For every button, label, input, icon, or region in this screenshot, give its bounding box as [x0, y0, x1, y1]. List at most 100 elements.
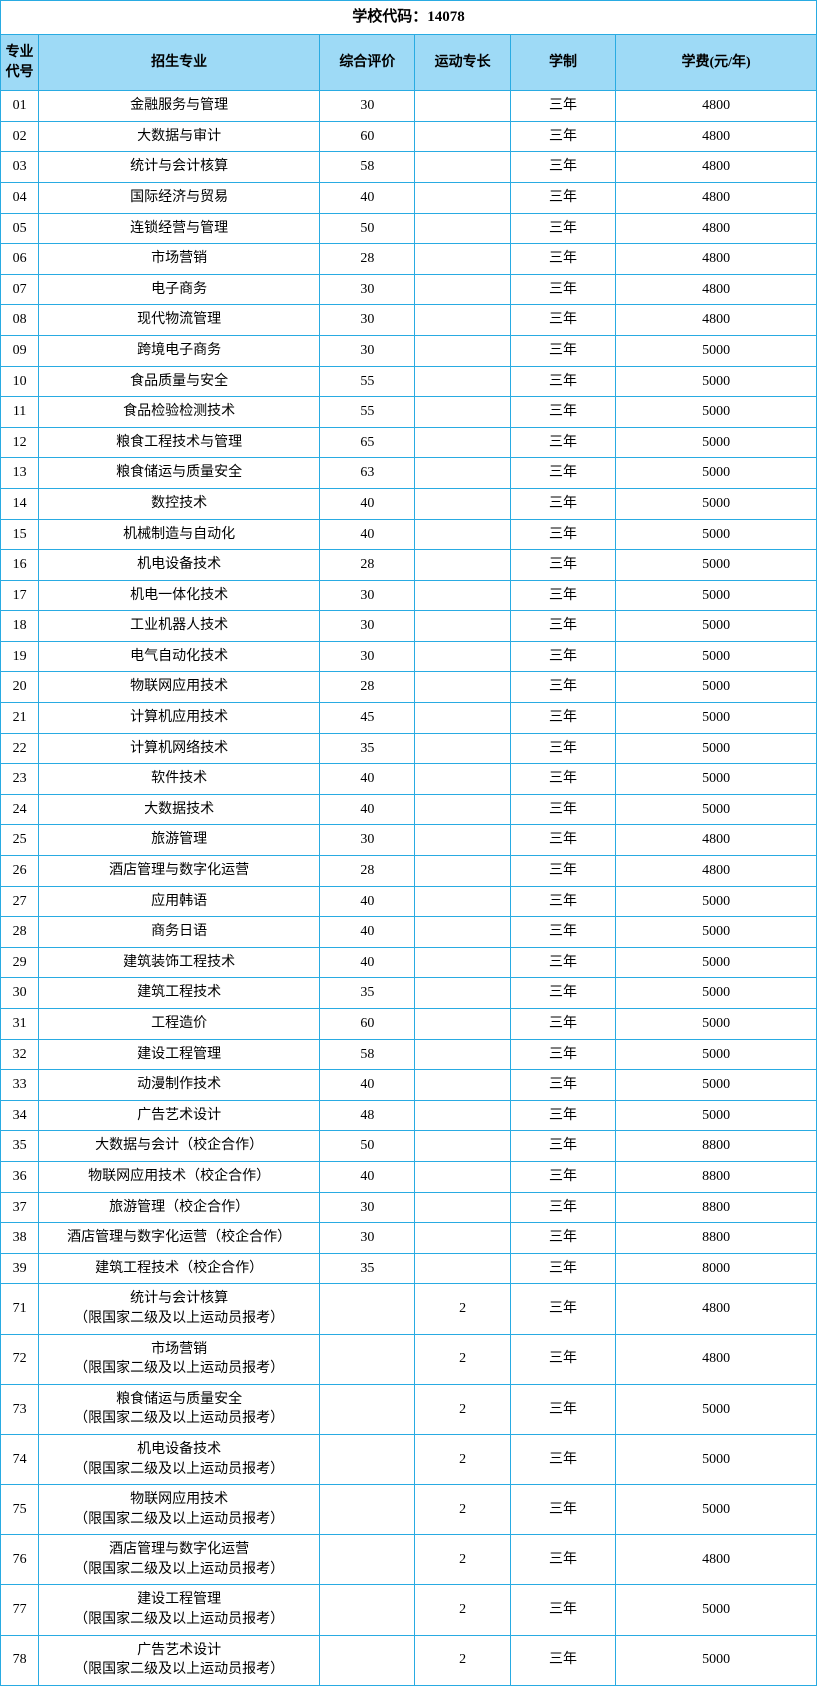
cell-eval: 35	[320, 733, 415, 764]
cell-sport	[415, 182, 510, 213]
cell-code: 22	[1, 733, 39, 764]
cell-major: 应用韩语	[39, 886, 320, 917]
cell-code: 75	[1, 1485, 39, 1535]
cell-code: 33	[1, 1070, 39, 1101]
cell-major: 食品质量与安全	[39, 366, 320, 397]
table-row: 14数控技术40三年5000	[1, 488, 817, 519]
cell-code: 08	[1, 305, 39, 336]
cell-major: 机电一体化技术	[39, 580, 320, 611]
cell-sport: 2	[415, 1535, 510, 1585]
cell-major: 广告艺术设计 （限国家二级及以上运动员报考）	[39, 1635, 320, 1685]
cell-duration: 三年	[510, 488, 615, 519]
cell-major: 酒店管理与数字化运营 （限国家二级及以上运动员报考）	[39, 1535, 320, 1585]
cell-eval: 40	[320, 1070, 415, 1101]
cell-fee: 5000	[616, 1039, 817, 1070]
cell-fee: 4800	[616, 856, 817, 887]
cell-sport	[415, 305, 510, 336]
cell-sport	[415, 91, 510, 122]
cell-sport	[415, 427, 510, 458]
table-row: 35大数据与会计（校企合作）50三年8800	[1, 1131, 817, 1162]
cell-major: 建筑工程技术（校企合作）	[39, 1253, 320, 1284]
cell-sport	[415, 244, 510, 275]
cell-eval: 58	[320, 1039, 415, 1070]
cell-major: 统计与会计核算	[39, 152, 320, 183]
cell-fee: 5000	[616, 733, 817, 764]
cell-eval: 28	[320, 672, 415, 703]
table-row: 01金融服务与管理30三年4800	[1, 91, 817, 122]
header-major: 招生专业	[39, 35, 320, 91]
cell-fee: 5000	[616, 1100, 817, 1131]
table-row: 10食品质量与安全55三年5000	[1, 366, 817, 397]
cell-sport	[415, 764, 510, 795]
table-row: 06市场营销28三年4800	[1, 244, 817, 275]
cell-duration: 三年	[510, 917, 615, 948]
cell-duration: 三年	[510, 244, 615, 275]
cell-eval: 60	[320, 121, 415, 152]
cell-duration: 三年	[510, 1384, 615, 1434]
cell-major: 粮食储运与质量安全 （限国家二级及以上运动员报考）	[39, 1384, 320, 1434]
table-row: 03统计与会计核算58三年4800	[1, 152, 817, 183]
cell-sport	[415, 886, 510, 917]
cell-code: 14	[1, 488, 39, 519]
cell-eval: 30	[320, 305, 415, 336]
cell-code: 15	[1, 519, 39, 550]
cell-code: 06	[1, 244, 39, 275]
cell-code: 09	[1, 335, 39, 366]
table-row: 29建筑装饰工程技术40三年5000	[1, 947, 817, 978]
table-row: 27应用韩语40三年5000	[1, 886, 817, 917]
cell-major: 酒店管理与数字化运营（校企合作）	[39, 1223, 320, 1254]
cell-fee: 5000	[616, 335, 817, 366]
table-row: 28商务日语40三年5000	[1, 917, 817, 948]
cell-duration: 三年	[510, 335, 615, 366]
cell-duration: 三年	[510, 1585, 615, 1635]
cell-sport	[415, 519, 510, 550]
cell-fee: 8800	[616, 1223, 817, 1254]
cell-fee: 4800	[616, 274, 817, 305]
table-row: 26酒店管理与数字化运营28三年4800	[1, 856, 817, 887]
cell-sport: 2	[415, 1284, 510, 1334]
cell-major: 连锁经营与管理	[39, 213, 320, 244]
cell-sport	[415, 1070, 510, 1101]
cell-fee: 5000	[616, 1485, 817, 1535]
table-row: 78广告艺术设计 （限国家二级及以上运动员报考）2三年5000	[1, 1635, 817, 1685]
cell-duration: 三年	[510, 611, 615, 642]
cell-eval: 30	[320, 580, 415, 611]
cell-code: 20	[1, 672, 39, 703]
table-row: 04国际经济与贸易40三年4800	[1, 182, 817, 213]
cell-code: 04	[1, 182, 39, 213]
cell-major: 电子商务	[39, 274, 320, 305]
cell-code: 71	[1, 1284, 39, 1334]
cell-code: 39	[1, 1253, 39, 1284]
cell-code: 78	[1, 1635, 39, 1685]
cell-code: 29	[1, 947, 39, 978]
cell-code: 74	[1, 1434, 39, 1484]
cell-eval: 30	[320, 1192, 415, 1223]
table-row: 13粮食储运与质量安全63三年5000	[1, 458, 817, 489]
cell-duration: 三年	[510, 519, 615, 550]
cell-major: 旅游管理	[39, 825, 320, 856]
cell-fee: 4800	[616, 1284, 817, 1334]
cell-major: 工业机器人技术	[39, 611, 320, 642]
cell-duration: 三年	[510, 794, 615, 825]
cell-sport	[415, 488, 510, 519]
cell-sport: 2	[415, 1635, 510, 1685]
table-row: 08现代物流管理30三年4800	[1, 305, 817, 336]
cell-eval: 40	[320, 947, 415, 978]
cell-code: 10	[1, 366, 39, 397]
table-row: 32建设工程管理58三年5000	[1, 1039, 817, 1070]
cell-duration: 三年	[510, 580, 615, 611]
cell-duration: 三年	[510, 274, 615, 305]
cell-sport: 2	[415, 1485, 510, 1535]
cell-eval	[320, 1334, 415, 1384]
cell-code: 24	[1, 794, 39, 825]
cell-code: 72	[1, 1334, 39, 1384]
cell-eval: 30	[320, 274, 415, 305]
cell-fee: 5000	[616, 1070, 817, 1101]
cell-code: 03	[1, 152, 39, 183]
cell-fee: 5000	[616, 917, 817, 948]
cell-eval: 30	[320, 611, 415, 642]
cell-eval: 65	[320, 427, 415, 458]
cell-fee: 5000	[616, 366, 817, 397]
cell-duration: 三年	[510, 1192, 615, 1223]
cell-code: 05	[1, 213, 39, 244]
